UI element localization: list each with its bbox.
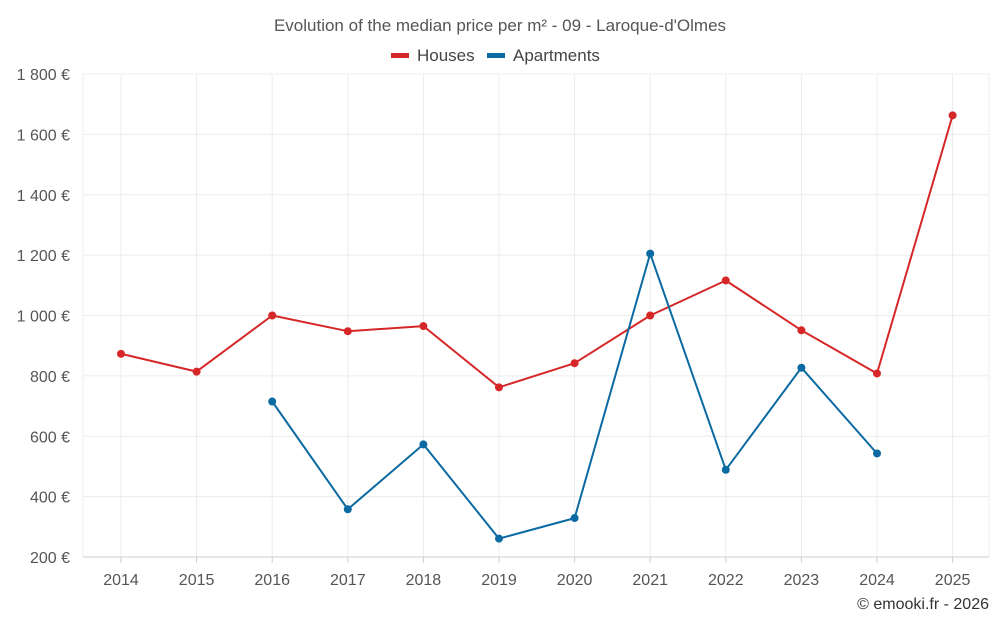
x-tick-label: 2018: [406, 572, 442, 589]
series-houses: [117, 111, 957, 392]
legend-swatch-apartments: [487, 53, 505, 58]
houses-point-2016: [268, 311, 277, 320]
y-tick-label: 800 €: [30, 369, 70, 386]
houses-point-2025: [948, 111, 957, 120]
houses-point-2023: [797, 326, 806, 335]
x-axis: 2014 2015 2016 2017 2018 2019 2020 2021 2022 2023…: [83, 556, 989, 589]
houses-point-2015: [192, 367, 201, 376]
houses-point-2021: [646, 311, 655, 320]
chart-title: Evolution of the median price per m² - 0…: [274, 16, 726, 35]
houses-line: [120, 115, 954, 389]
series-group: [117, 111, 957, 543]
houses-point-2020: [570, 359, 579, 368]
apartments-point-2020: [570, 514, 579, 523]
x-tick-label: 2022: [708, 572, 744, 589]
x-tick-label: 2015: [179, 572, 215, 589]
houses-point-2024: [873, 369, 881, 378]
series-apartments: [268, 249, 881, 543]
x-tick-label: 2023: [784, 572, 820, 589]
y-axis: 200 € 400 € 600 € 800 € 1 000 € 1 200 € 1 400 …: [17, 67, 70, 567]
apartments-point-2021: [646, 249, 655, 258]
apartments-point-2022: [721, 465, 730, 474]
x-tick-label: 2017: [330, 572, 366, 589]
apartments-point-2019: [495, 534, 503, 543]
houses-point-2014: [117, 349, 125, 358]
credit-text: © emooki.fr - 2026: [857, 596, 989, 613]
legend-label-apartments: Apartments: [513, 46, 600, 65]
apartments-point-2023: [797, 363, 806, 372]
y-tick-label: 600 €: [30, 429, 70, 446]
houses-point-2019: [495, 383, 503, 392]
y-tick-label: 1 800 €: [17, 67, 70, 84]
apartments-point-2016: [268, 397, 277, 406]
houses-point-2022: [721, 276, 730, 285]
y-tick-label: 1 200 €: [17, 248, 70, 265]
apartments-point-2017: [343, 505, 352, 514]
legend-swatch-houses: [391, 53, 409, 58]
x-tick-label: 2025: [935, 572, 971, 589]
x-tick-label: 2016: [254, 572, 290, 589]
x-tick-label: 2020: [557, 572, 593, 589]
x-tick-label: 2014: [103, 572, 139, 589]
legend: Houses Apartments: [391, 46, 600, 65]
x-tick-label: 2024: [859, 572, 895, 589]
y-tick-label: 1 000 €: [17, 309, 70, 326]
y-tick-label: 200 €: [30, 550, 70, 567]
grid: [82, 73, 990, 558]
legend-label-houses: Houses: [417, 46, 475, 65]
apartments-point-2018: [419, 440, 428, 449]
x-tick-label: 2019: [481, 572, 517, 589]
houses-point-2018: [419, 322, 428, 331]
y-tick-label: 400 €: [30, 490, 70, 507]
apartments-point-2024: [873, 449, 881, 458]
houses-point-2017: [343, 327, 352, 336]
y-tick-label: 1 600 €: [17, 127, 70, 144]
x-tick-label: 2021: [632, 572, 668, 589]
y-tick-label: 1 400 €: [17, 188, 70, 205]
